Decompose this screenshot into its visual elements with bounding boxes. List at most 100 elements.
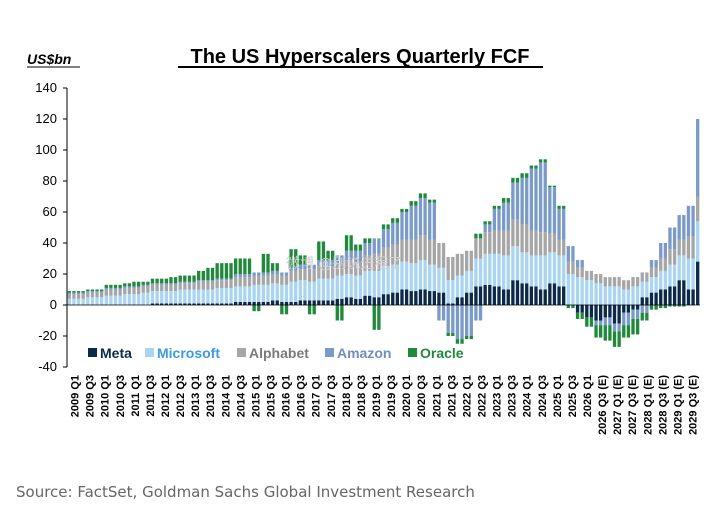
- bar-segment-amazon: [206, 280, 210, 282]
- bar-segment-amazon: [270, 270, 275, 274]
- bar-segment-alphabet: [146, 286, 150, 293]
- bar-segment-alphabet: [557, 239, 561, 256]
- bar-segment-meta: [451, 303, 455, 305]
- bar-segment-microsoft: [400, 261, 404, 290]
- x-tick-label: 2029 Q1 (E): [672, 375, 684, 435]
- bar-stack: [686, 205, 691, 305]
- bar-segment-amazon: [534, 168, 538, 231]
- bar-segment-oracle: [557, 205, 561, 209]
- bar-segment-meta: [183, 303, 187, 305]
- bar-segment-oracle: [585, 317, 589, 327]
- bar-segment-alphabet: [169, 284, 173, 292]
- bar-segment-amazon: [672, 227, 677, 250]
- bar-segment-alphabet: [404, 239, 409, 262]
- bar-segment-alphabet: [386, 247, 390, 267]
- bar-segment-amazon: [367, 243, 372, 256]
- bar-segment-meta: [428, 291, 432, 305]
- bar-segment-meta: [575, 305, 580, 313]
- bar-segment-microsoft: [307, 281, 312, 301]
- bar-segment-meta: [631, 305, 635, 310]
- bar-segment-microsoft: [363, 270, 367, 296]
- bar-stack: [640, 272, 644, 321]
- bar-stack: [682, 215, 686, 307]
- bar-segment-oracle: [571, 305, 575, 309]
- bar-segment-amazon: [261, 272, 266, 276]
- bar-segment-oracle: [206, 267, 210, 281]
- bar-segment-oracle: [409, 201, 413, 206]
- bar-segment-alphabet: [321, 266, 326, 279]
- bar-segment-alphabet: [617, 277, 621, 287]
- bar-segment-amazon: [317, 260, 321, 267]
- y-tick-label: 20: [43, 266, 57, 281]
- legend-swatch: [325, 348, 334, 357]
- bar-stack: [294, 249, 298, 305]
- bar-segment-oracle: [460, 339, 464, 344]
- bar-segment-microsoft: [437, 267, 441, 293]
- bar-segment-amazon: [538, 162, 543, 233]
- bar-stack: [270, 263, 275, 305]
- bar-segment-oracle: [474, 233, 478, 239]
- x-tick-label: 2024 Q3: [537, 375, 549, 417]
- bar-segment-meta: [206, 303, 210, 305]
- bar-segment-alphabet: [284, 275, 289, 285]
- bar-segment-oracle: [589, 317, 594, 327]
- bar-segment-oracle: [81, 291, 85, 293]
- bar-stack: [529, 165, 534, 305]
- legend-swatch: [145, 348, 154, 357]
- bar-segment-amazon: [612, 323, 617, 332]
- bar-stack: [307, 264, 312, 315]
- bar-segment-alphabet: [164, 284, 169, 292]
- bar-segment-meta: [515, 280, 520, 305]
- x-tick-label: 2028 Q1 (E): [642, 375, 654, 435]
- bar-stack: [363, 238, 367, 305]
- bar-stack: [423, 193, 427, 305]
- x-tick-label: 2011 Q3: [145, 375, 157, 417]
- bar-segment-meta: [215, 303, 219, 305]
- bar-segment-oracle: [178, 275, 182, 282]
- bar-segment-meta: [469, 292, 473, 305]
- bar-segment-meta: [312, 300, 316, 305]
- x-tick-label: 2014 Q1: [220, 375, 232, 417]
- x-tick-label: 2012 Q3: [175, 375, 187, 417]
- bar-segment-alphabet: [691, 236, 695, 259]
- bar-stack: [72, 291, 76, 305]
- bar-segment-meta: [441, 292, 446, 305]
- bar-segment-alphabet: [418, 235, 423, 261]
- bar-segment-microsoft: [672, 264, 677, 287]
- bar-segment-alphabet: [340, 263, 344, 276]
- y-tick-label: -40: [38, 359, 57, 374]
- bar-segment-oracle: [169, 277, 173, 284]
- x-tick-label: 2022 Q3: [476, 375, 488, 417]
- bar-segment-meta: [682, 280, 686, 305]
- bar-stack: [696, 119, 700, 305]
- bar-stack: [354, 244, 358, 305]
- bar-segment-meta: [220, 303, 224, 305]
- bar-segment-alphabet: [686, 236, 691, 259]
- bar-stack: [298, 255, 302, 305]
- bar-segment-microsoft: [529, 255, 534, 287]
- bar-segment-amazon: [349, 250, 353, 261]
- bar-stack: [86, 289, 90, 305]
- bar-segment-oracle: [192, 275, 196, 282]
- bar-stack: [303, 255, 307, 305]
- bar-segment-microsoft: [631, 286, 635, 305]
- bar-segment-oracle: [340, 305, 344, 321]
- bar-segment-microsoft: [76, 298, 81, 305]
- bar-stack: [335, 255, 339, 321]
- bar-segment-microsoft: [432, 264, 436, 292]
- bar-segment-meta: [349, 297, 353, 305]
- bar-stack: [187, 275, 192, 305]
- bar-segment-meta: [617, 305, 621, 324]
- bar-stack: [275, 263, 279, 305]
- bar-segment-microsoft: [270, 283, 275, 301]
- bar-segment-alphabet: [548, 233, 552, 253]
- bar-segment-oracle: [672, 305, 677, 307]
- bar-segment-meta: [164, 303, 169, 305]
- bar-stack: [289, 249, 293, 305]
- legend-item-alphabet: Alphabet: [237, 345, 309, 361]
- bar-segment-amazon: [86, 291, 90, 293]
- bar-stack: [404, 208, 409, 305]
- bar-segment-microsoft: [645, 281, 649, 298]
- bar-segment-oracle: [377, 305, 381, 330]
